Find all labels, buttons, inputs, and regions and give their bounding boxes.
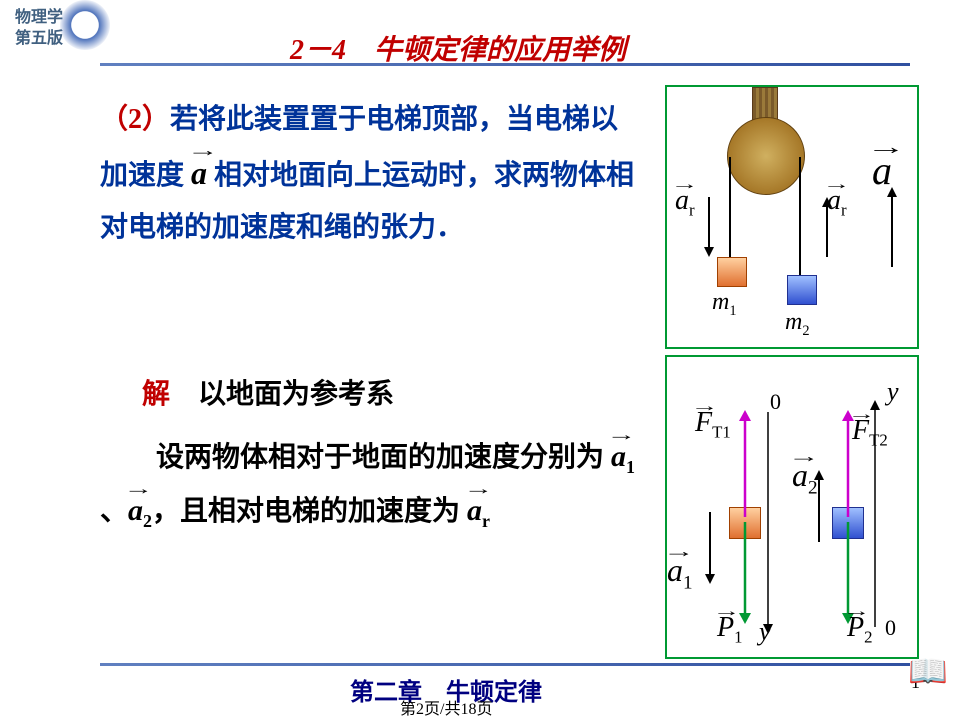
y-axis-2: [867, 397, 883, 632]
paragraph-3: 设两物体相对于地面的加速度分别为 a1、a2，且相对电梯的加速度为 ar: [100, 430, 640, 538]
p1-label: P1: [717, 612, 743, 648]
a1-label: a1: [667, 552, 693, 594]
y-label-2: y: [887, 377, 899, 407]
vector-a1: a1: [611, 430, 635, 484]
divider-bottom: [100, 663, 910, 666]
section-title: 2－4 牛顿定律的应用举例: [290, 28, 626, 68]
a-big-label: a: [872, 147, 892, 194]
a1-arrow: [700, 507, 720, 587]
mass-1-box: [717, 257, 747, 287]
rope-right: [799, 157, 801, 277]
ft1-label: FT1: [695, 407, 731, 443]
y-axis-1: [760, 407, 776, 637]
force-diagram: FT1 P1 a1 0 y FT2 P2 a2: [665, 355, 919, 659]
edition-text: 第五版: [15, 29, 63, 50]
divider-top: [100, 63, 910, 66]
p2-text: 以地面为参考系: [170, 379, 394, 410]
ar-right-label: ar: [827, 185, 847, 221]
pulley-diagram: ar ar a m1 m2: [665, 85, 919, 349]
mass-2-box: [787, 275, 817, 305]
book-icon: 📖: [908, 652, 948, 690]
ar-left-label: ar: [675, 185, 695, 221]
item-number: （2）: [100, 104, 170, 135]
p3-text-c: ，且相对电梯的加速度为: [152, 496, 460, 527]
paragraph-2: 解 以地面为参考系: [100, 370, 640, 420]
ft1-arrow: [735, 407, 755, 517]
zero-2: 0: [885, 615, 896, 641]
paragraph-1: （2）若将此装置置于电梯顶部，当电梯以加速度 a 相对地面向上运动时，求两物体相…: [100, 95, 640, 253]
page-of: 第2页/共18页: [400, 695, 492, 719]
a-big-arrow: [882, 182, 902, 272]
m2-label: m2: [785, 309, 810, 340]
rope-left: [729, 157, 731, 259]
corner-decoration: [60, 0, 110, 50]
y-label-1: y: [759, 617, 771, 647]
subject-text: 物理学: [15, 8, 63, 29]
pulley-wheel: [727, 117, 805, 195]
vector-a: a: [191, 145, 207, 203]
m1-label: m1: [712, 289, 737, 320]
ar-left-arrow: [699, 192, 719, 262]
a2-label: a2: [792, 457, 818, 499]
vector-ar: ar: [467, 484, 490, 538]
p3-text-a: 设两物体相对于地面的加速度分别为: [100, 442, 604, 473]
solve-label: 解: [142, 379, 170, 410]
zero-1: 0: [770, 389, 781, 415]
header-label: 物理学 第五版: [15, 8, 63, 50]
vector-a2: a2: [128, 484, 152, 538]
